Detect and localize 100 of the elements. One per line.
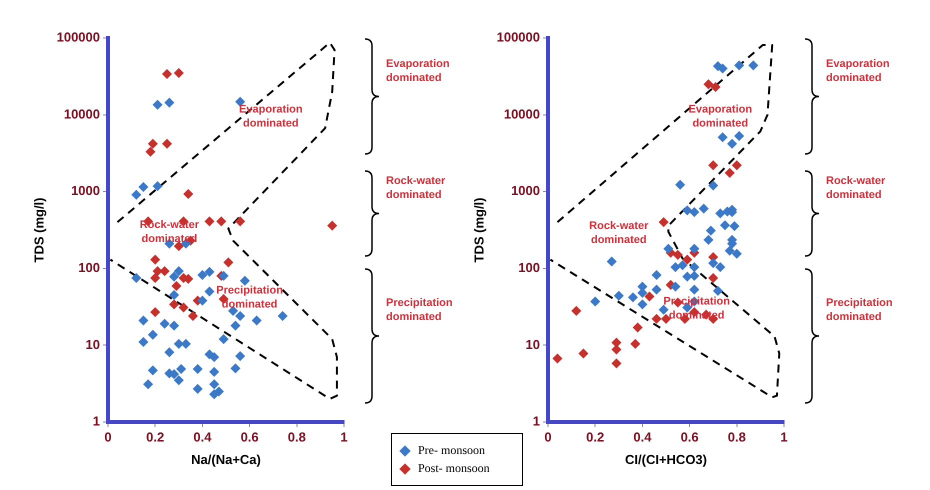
x-tick-label: 0.4 <box>633 429 652 444</box>
point <box>152 181 163 192</box>
point <box>176 364 186 374</box>
point <box>732 248 742 259</box>
point <box>204 266 214 277</box>
point <box>689 284 700 295</box>
point <box>235 216 246 226</box>
point <box>732 160 742 170</box>
point <box>230 320 240 331</box>
point <box>715 208 726 218</box>
annotation: Precipitation dominated <box>216 284 284 310</box>
point <box>652 314 662 324</box>
point <box>209 379 220 390</box>
point <box>148 365 158 376</box>
point <box>169 290 180 300</box>
point <box>703 234 714 245</box>
point <box>682 272 692 282</box>
point <box>675 180 686 190</box>
legend-label: Pre- monsoon <box>418 443 485 458</box>
point <box>169 320 180 331</box>
point <box>138 182 148 192</box>
point <box>578 348 588 358</box>
point <box>734 130 744 141</box>
text: Evaporation dominated <box>826 56 891 84</box>
x-axis-title: Na/(Na+Ca) <box>191 452 261 467</box>
point <box>216 216 226 226</box>
text: Precipitation dominated <box>386 296 454 324</box>
y-tick-label: 100000 <box>496 30 540 45</box>
y-tick-label: 10 <box>86 336 100 352</box>
point <box>278 311 288 321</box>
point <box>169 272 180 282</box>
point <box>174 266 184 276</box>
point <box>160 318 170 329</box>
point <box>689 207 700 218</box>
point <box>169 299 180 310</box>
point <box>235 311 246 321</box>
point <box>708 258 718 268</box>
point <box>152 100 163 110</box>
point <box>150 254 160 265</box>
point <box>178 302 189 312</box>
x-tick-label: 0.8 <box>288 429 306 444</box>
point <box>718 64 728 74</box>
point <box>689 270 700 281</box>
point <box>152 266 163 276</box>
y-tick-label: 10 <box>526 336 540 352</box>
point <box>240 276 250 286</box>
point <box>682 205 692 216</box>
point <box>718 132 728 142</box>
point <box>160 266 170 276</box>
point <box>204 216 214 226</box>
point <box>637 299 648 310</box>
point <box>148 138 158 149</box>
y-axis-title: TDS (mg/l) <box>31 198 46 262</box>
point <box>708 272 718 283</box>
point <box>724 168 735 178</box>
point <box>188 311 198 321</box>
point <box>218 270 229 281</box>
y-tick-label: 1000 <box>71 183 100 198</box>
point <box>724 246 735 256</box>
point <box>710 82 721 92</box>
point <box>174 68 184 78</box>
point <box>706 226 716 236</box>
point <box>174 338 184 349</box>
point <box>209 366 220 377</box>
x-axis-title: CI/(CI+HCO3) <box>625 452 707 467</box>
point <box>209 352 220 362</box>
point <box>708 180 718 191</box>
y-axis-title: TDS (mg/l) <box>471 198 486 262</box>
point <box>670 262 680 272</box>
point <box>138 315 148 326</box>
point <box>223 257 234 268</box>
point <box>670 282 680 292</box>
point <box>235 351 246 362</box>
point <box>145 146 156 157</box>
point <box>630 338 640 349</box>
y-tick-label: 1000 <box>511 183 540 198</box>
point <box>174 375 184 386</box>
point <box>164 347 174 358</box>
point <box>606 256 617 266</box>
x-tick-label: 0 <box>544 429 552 444</box>
point <box>652 284 662 295</box>
point <box>644 292 654 302</box>
point <box>628 292 638 302</box>
point <box>729 221 740 232</box>
point <box>689 244 700 254</box>
point <box>611 358 622 368</box>
point <box>192 384 203 394</box>
point <box>131 272 142 283</box>
x-tick-label: 0.2 <box>146 429 164 444</box>
point <box>197 270 208 280</box>
point <box>552 354 562 364</box>
x-tick-label: 0 <box>104 429 112 444</box>
point <box>658 217 669 228</box>
point <box>143 379 154 390</box>
point <box>180 338 191 349</box>
point <box>131 190 142 200</box>
x-tick-label: 0.4 <box>193 429 212 444</box>
point <box>698 204 709 214</box>
y-tick-label: 10000 <box>504 106 540 122</box>
x-tick-label: 1 <box>340 429 348 444</box>
